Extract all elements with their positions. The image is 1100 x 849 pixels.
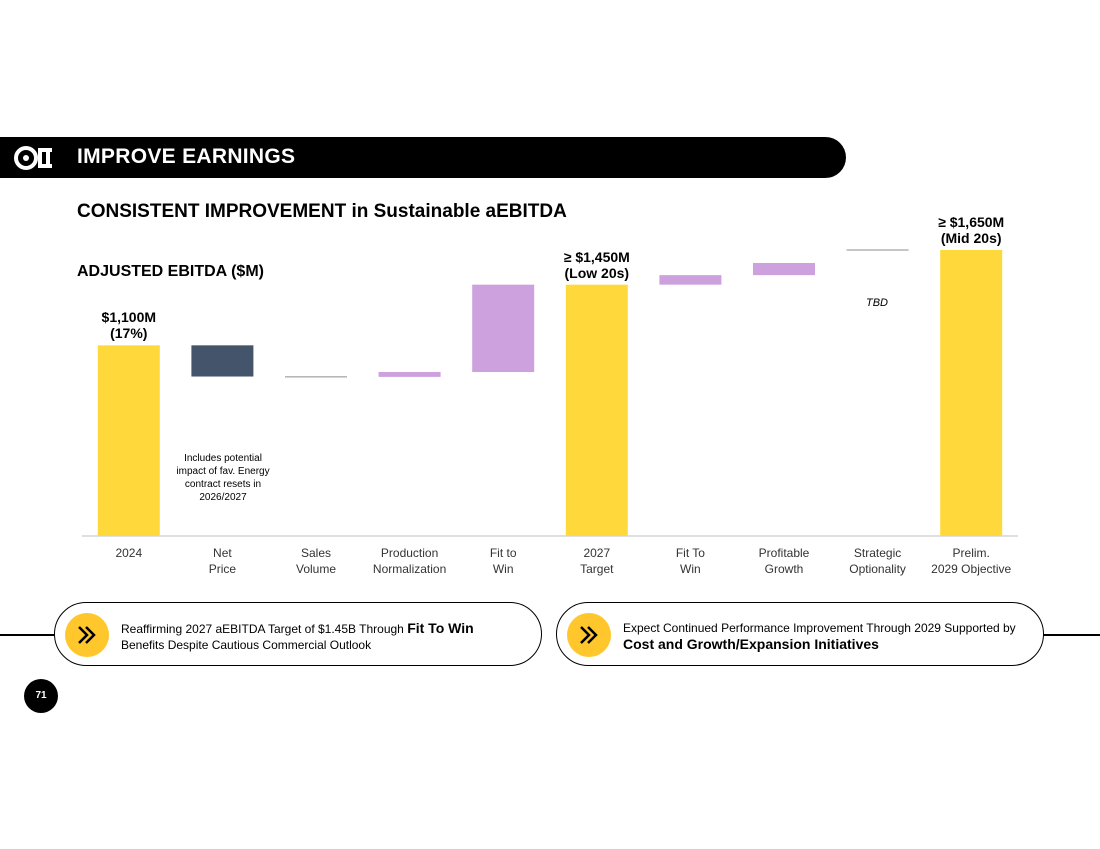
tick-label-5: 2027 Target: [547, 545, 647, 577]
callout-bar5: ≥ $1,450M (Low 20s): [542, 249, 652, 281]
tick-line: Net: [213, 546, 232, 560]
banner-title: IMPROVE EARNINGS: [77, 145, 296, 168]
tick-line: 2024: [115, 546, 143, 560]
tick-line: Normalization: [372, 562, 447, 576]
takeaway-2-lead: Expect Continued Performance Improvement…: [623, 621, 1016, 635]
chart-title: ADJUSTED EBITDA ($M): [77, 263, 264, 280]
double-chevron-icon: [567, 613, 611, 657]
tick-line: Growth: [764, 562, 804, 576]
note-line: Includes potential: [184, 453, 262, 464]
callout-bar9: ≥ $1,650M (Mid 20s): [916, 214, 1026, 246]
takeaway-1-lead: Reaffirming 2027 aEBITDA Target of $1.45…: [121, 622, 408, 636]
tick-label-6: Fit To Win: [640, 545, 740, 577]
bar-4: [472, 284, 535, 373]
page-number: 71: [24, 679, 58, 713]
bar-5: [565, 284, 628, 536]
callout-bar0: $1,100M (17%): [74, 309, 184, 341]
takeaway-pill-2: Expect Continued Performance Improvement…: [556, 602, 1044, 666]
tick-label-7: Profitable Growth: [734, 545, 834, 577]
tbd-label: TBD: [866, 297, 888, 309]
tick-label-4: Fit to Win: [453, 545, 553, 577]
tick-label-2: Sales Volume: [266, 545, 366, 577]
tick-line: Fit to: [489, 546, 517, 560]
note-line: impact of fav. Energy: [176, 466, 270, 477]
bar-1: [191, 345, 254, 377]
tick-label-9: Prelim. 2029 Objective: [921, 545, 1021, 577]
subtitle-rest: in Sustainable aEBITDA: [346, 201, 567, 222]
tick-label-8: Strategic Optionality: [828, 545, 928, 577]
tick-line: Price: [208, 562, 237, 576]
section-banner: [0, 137, 846, 178]
divider-right: [1042, 634, 1100, 636]
net-price-note: Includes potential impact of fav. Energy c…: [172, 452, 274, 504]
callout-line: (Mid 20s): [940, 230, 1002, 246]
tick-line: 2029 Objective: [931, 562, 1012, 576]
tick-line: Production: [380, 546, 439, 560]
tick-line: Win: [492, 562, 514, 576]
subtitle-bold: CONSISTENT IMPROVEMENT: [77, 201, 347, 222]
tick-line: Win: [680, 562, 701, 576]
bar-9: [940, 250, 1003, 536]
bar-3: [378, 372, 441, 377]
takeaway-1-tail: Benefits Despite Cautious Commercial Out…: [121, 638, 372, 652]
tick-line: Strategic: [853, 546, 902, 560]
bar-0: [97, 345, 160, 536]
callout-line: (17%): [110, 325, 148, 342]
bar-7: [753, 263, 815, 276]
tick-line: Volume: [295, 562, 337, 576]
tick-line: Sales: [300, 546, 332, 560]
bar-6: [659, 275, 722, 285]
tick-line: Fit To: [675, 546, 705, 560]
tick-label-0: 2024: [79, 545, 179, 561]
note-line: 2026/2027: [199, 492, 247, 503]
tick-line: Prelim.: [952, 546, 990, 560]
tick-line: 2027: [583, 546, 611, 560]
company-logo-icon: [14, 146, 52, 170]
tick-label-3: Production Normalization: [360, 545, 460, 577]
takeaway-1-bold: Fit To Win: [407, 620, 474, 636]
callout-line: ≥ $1,650M: [938, 214, 1005, 230]
takeaway-pill-1: Reaffirming 2027 aEBITDA Target of $1.45…: [54, 602, 542, 666]
tick-line: Target: [580, 562, 614, 576]
slide-subtitle: CONSISTENT IMPROVEMENT in Sustainable aE…: [77, 200, 567, 224]
note-line: contract resets in: [184, 479, 262, 490]
double-chevron-icon: [65, 613, 109, 657]
callout-line: $1,100M: [101, 309, 157, 326]
takeaway-text-1: Reaffirming 2027 aEBITDA Target of $1.45…: [121, 620, 523, 653]
tick-line: Profitable: [758, 546, 810, 560]
tick-line: Optionality: [849, 562, 906, 576]
takeaway-text-2: Expect Continued Performance Improvement…: [623, 620, 1025, 653]
takeaway-2-bold: Cost and Growth/Expansion Initiatives: [623, 636, 879, 652]
divider-left: [0, 634, 58, 636]
tick-label-1: Net Price: [172, 545, 272, 577]
callout-line: (Low 20s): [564, 264, 630, 281]
callout-line: ≥ $1,450M: [563, 248, 630, 265]
